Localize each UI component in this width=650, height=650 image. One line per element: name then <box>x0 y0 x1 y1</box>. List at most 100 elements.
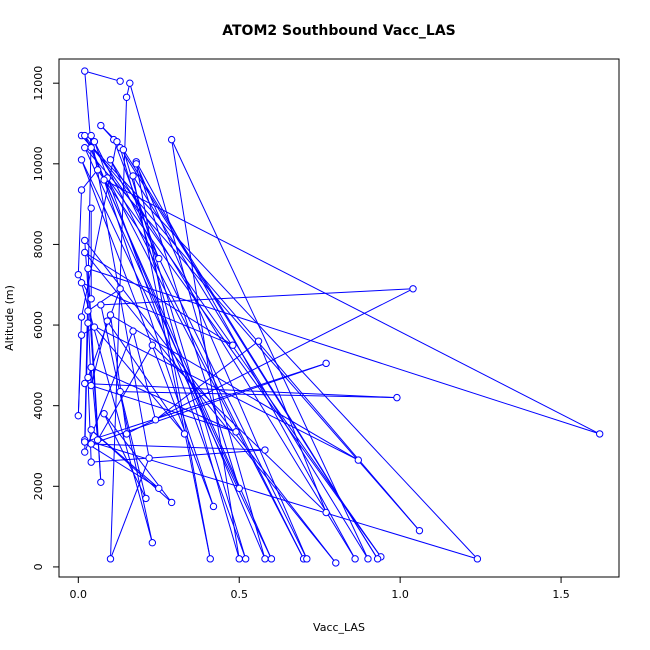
data-point <box>106 156 115 164</box>
series-segment <box>84 70 121 82</box>
data-point <box>261 555 269 563</box>
data-point <box>267 555 276 563</box>
data-point <box>77 279 86 287</box>
data-point <box>81 143 89 152</box>
series-segment <box>258 340 327 513</box>
data-point <box>351 555 359 563</box>
data-point <box>116 285 124 293</box>
series-lines <box>77 70 600 564</box>
x-tick-label: 0.5 <box>230 588 248 601</box>
series-segment <box>90 320 108 386</box>
series-segment <box>97 344 153 441</box>
series-segment <box>106 177 382 558</box>
data-point <box>332 559 340 567</box>
series-segment <box>87 377 92 463</box>
data-point <box>142 494 150 503</box>
data-point <box>129 327 137 335</box>
data-point <box>473 555 482 563</box>
data-point <box>119 146 128 154</box>
data-point <box>122 93 131 101</box>
series-segment <box>100 288 414 306</box>
series-segment <box>171 139 369 560</box>
data-point <box>97 121 105 130</box>
series-segment <box>103 413 147 499</box>
data-point <box>116 387 124 396</box>
data-point <box>151 416 160 424</box>
data-point <box>132 160 140 168</box>
data-point <box>155 254 163 263</box>
data-point <box>100 176 108 184</box>
series-segment <box>126 288 414 435</box>
data-point <box>235 555 243 563</box>
series-segment <box>81 159 214 507</box>
data-point <box>81 131 89 140</box>
series-segment <box>81 135 478 560</box>
data-point <box>93 436 102 444</box>
data-point <box>97 478 105 486</box>
data-point <box>87 143 95 152</box>
data-point <box>415 526 424 535</box>
data-point <box>209 502 218 511</box>
y-tick-label: 8000 <box>32 230 45 258</box>
series-segment <box>94 326 185 435</box>
data-point <box>393 393 401 402</box>
y-axis-label: Altitude (m) <box>3 285 16 351</box>
series-segment <box>81 159 272 560</box>
data-point <box>87 440 95 448</box>
data-point <box>84 264 92 273</box>
series-segment <box>84 441 160 489</box>
data-point <box>87 131 95 140</box>
series-segment <box>97 169 160 259</box>
series-segment <box>87 268 600 435</box>
series-segment <box>84 383 397 399</box>
data-point <box>81 448 89 456</box>
series-segment <box>113 139 160 259</box>
data-point <box>81 438 89 446</box>
data-point <box>77 331 86 339</box>
series-segment <box>135 161 240 489</box>
data-point <box>90 137 99 146</box>
x-tick-label: 1.5 <box>552 588 570 601</box>
data-point <box>90 323 99 331</box>
series-segment <box>84 383 237 433</box>
data-point <box>122 430 131 438</box>
plot-frame <box>58 58 620 578</box>
data-point <box>126 79 134 87</box>
series-segment <box>122 149 379 560</box>
y-tick-label: 6000 <box>32 311 45 339</box>
data-point <box>354 456 363 464</box>
data-point <box>229 341 237 349</box>
data-point <box>87 381 95 390</box>
data-point <box>106 555 115 563</box>
series-segment <box>155 340 259 421</box>
series-segment <box>84 252 337 564</box>
series-segment <box>84 252 234 346</box>
data-point <box>364 555 372 563</box>
data-point <box>84 319 92 327</box>
data-point <box>235 484 243 493</box>
chart-title: ATOM2 Southbound Vacc_LAS <box>222 23 456 39</box>
series-segment <box>87 322 359 461</box>
series-segment <box>129 83 266 559</box>
x-axis-label: Vacc_LAS <box>313 621 365 634</box>
series-points <box>74 67 604 567</box>
series-segment <box>106 320 185 435</box>
series-segment <box>109 314 128 434</box>
data-point <box>81 248 89 257</box>
y-tick-label: 4000 <box>32 392 45 420</box>
series-segment <box>110 314 359 461</box>
series-segment <box>93 141 305 560</box>
x-axis: 0.0 0.5 1.0 1.5 <box>70 577 570 601</box>
series-segment <box>91 362 327 445</box>
series-segment <box>119 147 240 559</box>
series-segment <box>106 177 305 560</box>
data-point <box>84 373 92 382</box>
data-point <box>409 285 417 293</box>
data-point <box>180 430 189 438</box>
series-segment <box>103 179 600 435</box>
y-tick-label: 10000 <box>32 146 45 181</box>
series-segment <box>122 149 247 560</box>
series-segment <box>77 189 83 275</box>
series-segment <box>84 362 327 443</box>
series-segment <box>171 139 240 559</box>
